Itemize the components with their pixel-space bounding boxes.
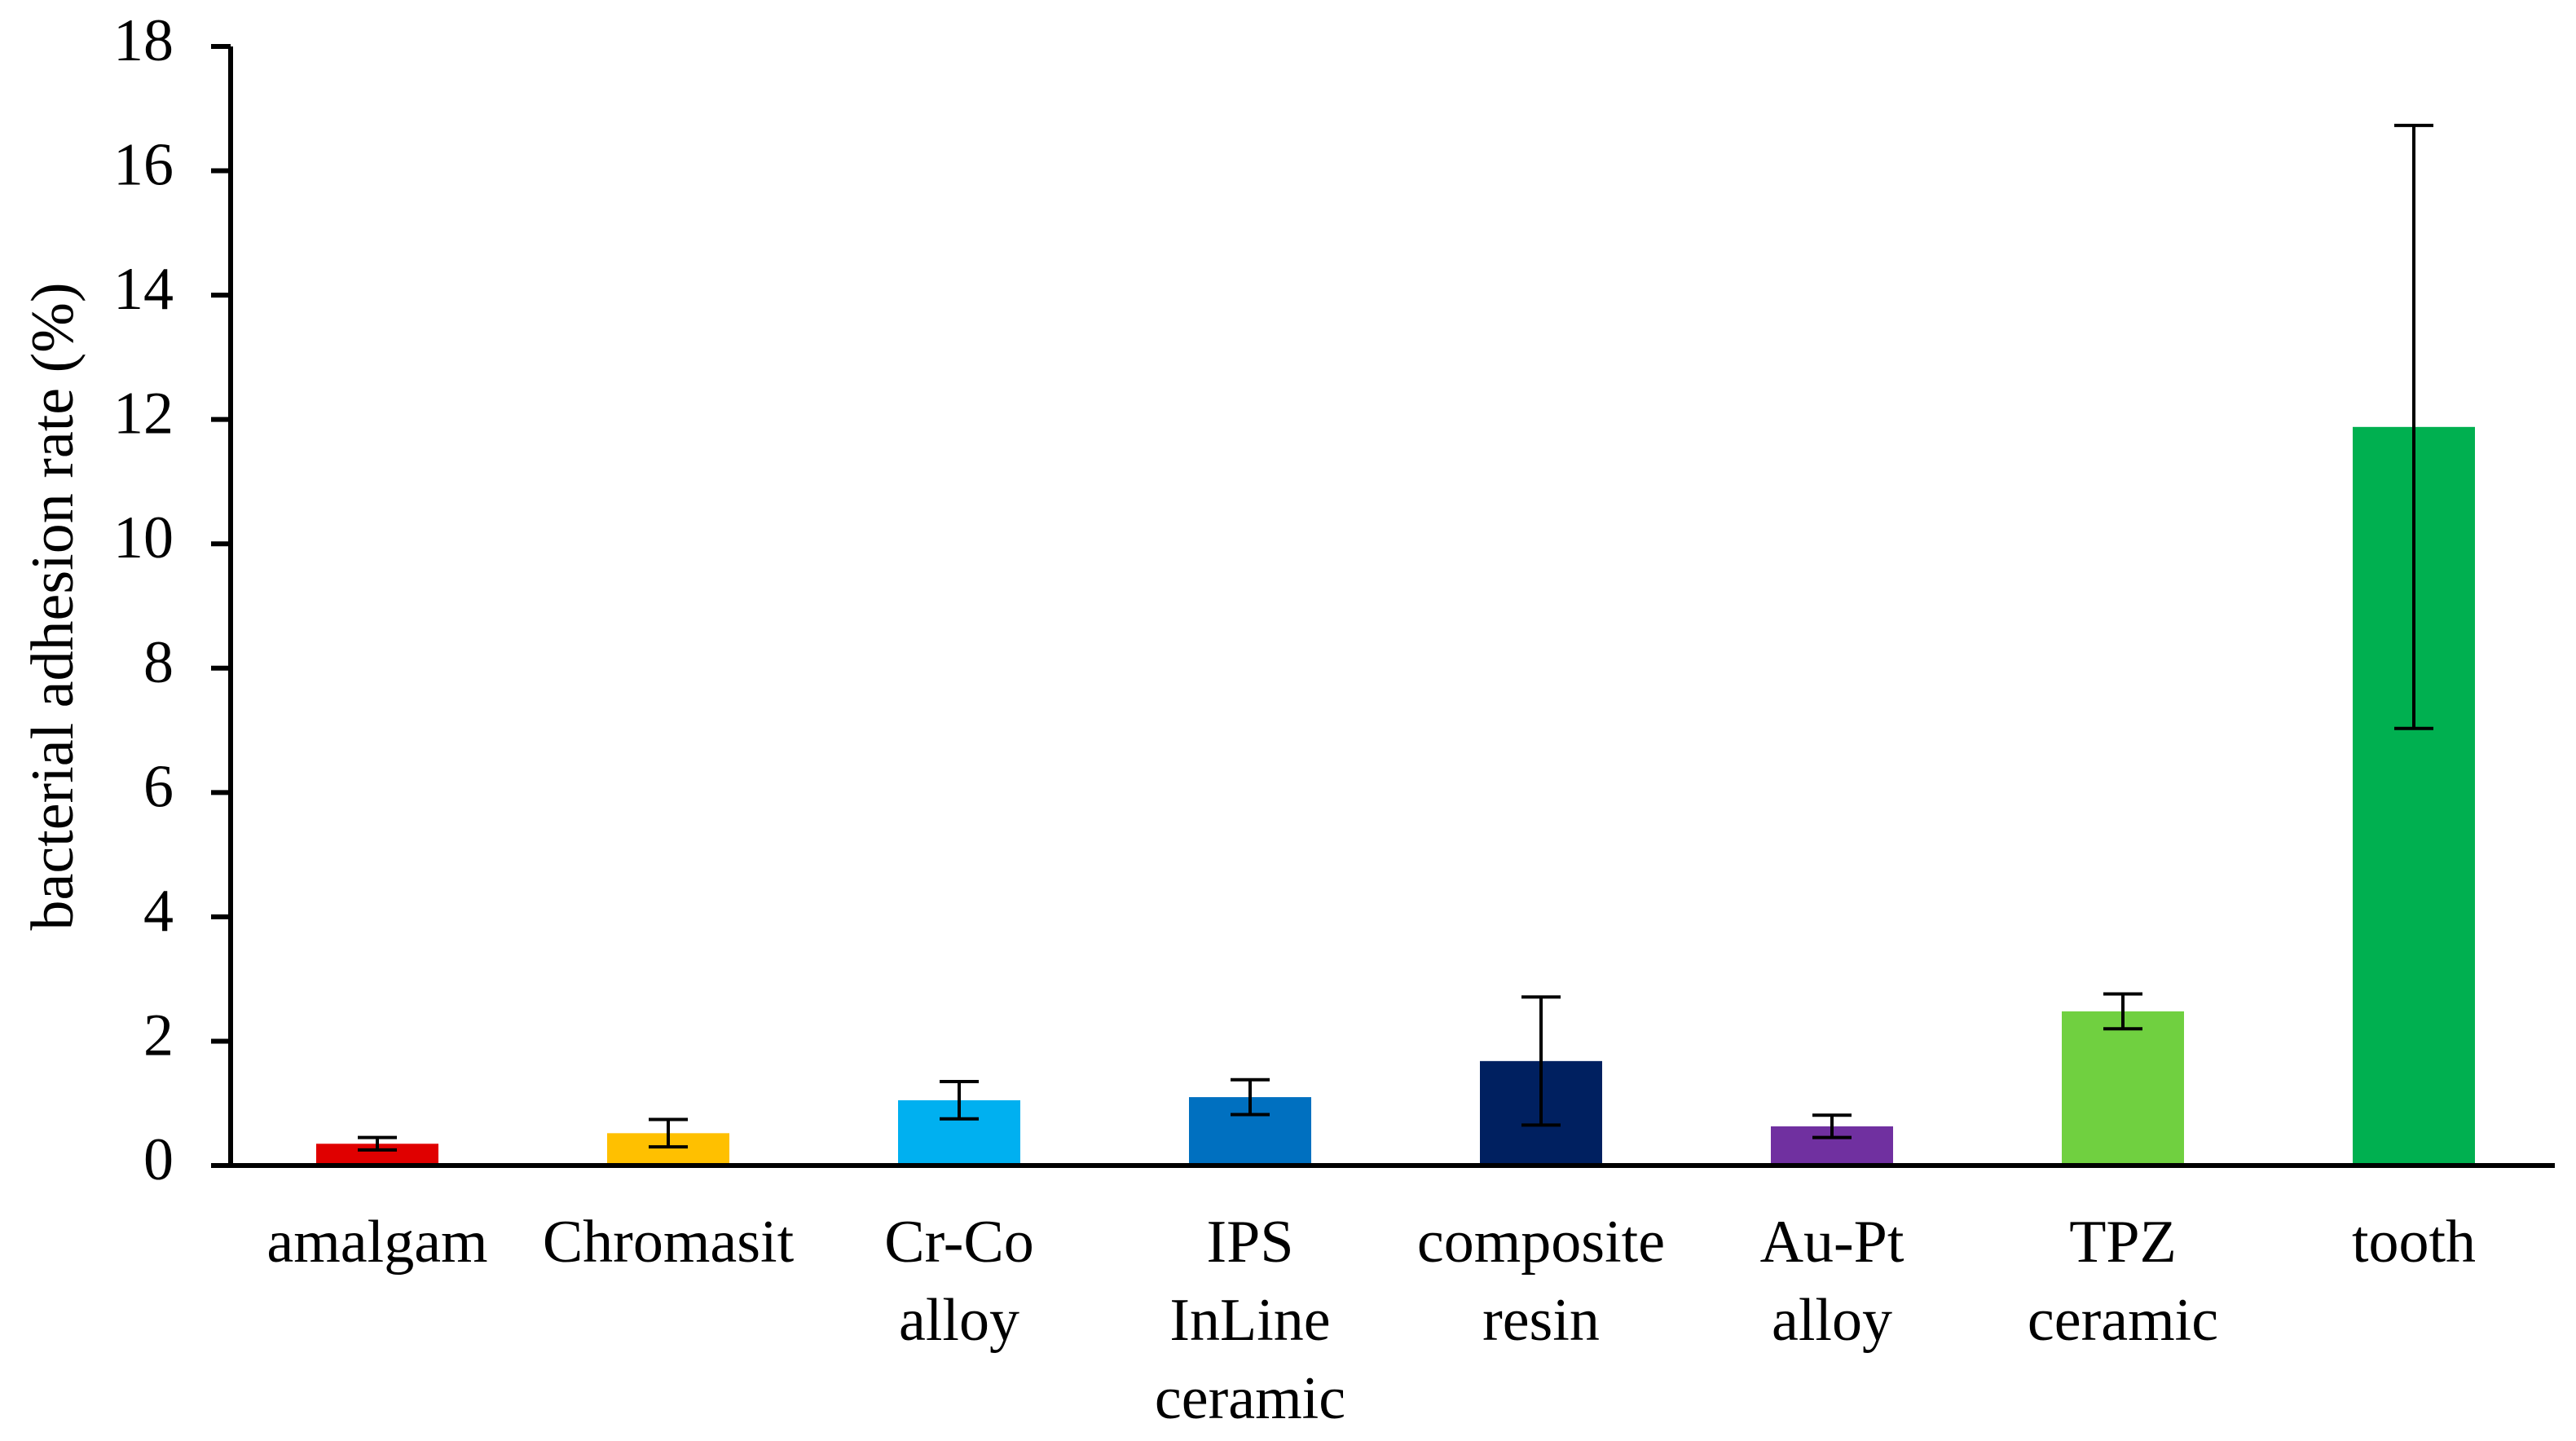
y-tick-label: 14	[113, 256, 174, 323]
bar	[2062, 1011, 2184, 1166]
error-bar	[940, 1080, 979, 1121]
y-tick-label: 0	[143, 1126, 174, 1193]
y-tick-label: 2	[143, 1002, 174, 1069]
y-tick-label: 12	[113, 381, 174, 447]
x-tick-label-line: Chromasit	[543, 1209, 795, 1276]
y-tick-label: 18	[113, 7, 174, 74]
x-tick-label-line: tooth	[2352, 1209, 2476, 1276]
x-tick-label-line: ceramic	[1155, 1365, 1345, 1432]
error-bar	[1812, 1113, 1852, 1139]
x-tick-label: Cr-Co alloy	[884, 1209, 1034, 1354]
error-bar	[2103, 992, 2142, 1031]
x-tick-label: tooth	[2352, 1209, 2476, 1276]
y-tick-label: 8	[143, 629, 174, 696]
x-tick-label-line: Cr-Co	[884, 1209, 1034, 1276]
x-tick-label: TPZ ceramic	[2028, 1209, 2218, 1354]
y-tick-label: 6	[143, 753, 174, 820]
y-axis-title: bacterial adhesion rate (%)	[20, 282, 86, 930]
x-tick-label-line: resin	[1482, 1287, 1600, 1354]
error-bar	[1231, 1077, 1270, 1117]
error-bar	[358, 1135, 397, 1152]
x-tick-label-line: IPS	[1207, 1209, 1294, 1276]
x-tick-label: Au-Pt alloy	[1760, 1209, 1904, 1354]
x-tick-label: IPS InLine ceramic	[1155, 1209, 1345, 1432]
x-tick-label-line: InLine	[1169, 1287, 1330, 1354]
x-tick-label-line: alloy	[1772, 1287, 1892, 1354]
x-tick-label-line: amalgam	[266, 1209, 487, 1276]
y-tick-label: 16	[113, 132, 174, 199]
x-tick-label-line: ceramic	[2028, 1287, 2218, 1354]
x-tick-label-line: composite	[1417, 1209, 1665, 1276]
x-tick-label-line: TPZ	[2069, 1209, 2177, 1276]
error-bar	[2394, 123, 2433, 730]
error-bar	[1521, 995, 1561, 1127]
error-bar	[649, 1117, 688, 1149]
x-tick-label: Chromasit	[543, 1209, 795, 1276]
x-tick-label-line: Au-Pt	[1760, 1209, 1904, 1276]
y-tick-label: 4	[143, 878, 174, 945]
y-tick-label: 10	[113, 505, 174, 571]
x-tick-label-line: alloy	[899, 1287, 1019, 1354]
x-tick-label: amalgam	[266, 1209, 487, 1276]
x-tick-label: composite resin	[1417, 1209, 1665, 1354]
